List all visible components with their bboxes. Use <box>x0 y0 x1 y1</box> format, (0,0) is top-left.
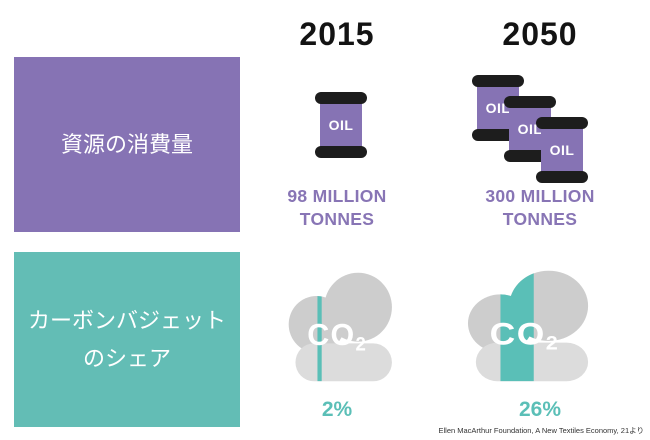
oil-barrel-body: OIL <box>541 123 583 177</box>
co2-label: CO2 <box>307 317 367 354</box>
oil-barrel-cap-bottom <box>315 146 367 158</box>
co2-subscript-text: 2 <box>546 333 560 355</box>
co2-text: CO <box>490 317 546 352</box>
carbon-label-text: カーボンバジェット のシェア <box>27 308 226 371</box>
co2-share-stripe <box>317 272 322 382</box>
resource-value-2050: 300 MILLION TONNES <box>485 186 595 229</box>
oil-barrel-icon: OIL <box>536 117 588 183</box>
resource-label-text: 資源の消費量 <box>60 131 193 157</box>
row-label-resource-consumption: 資源の消費量 <box>14 57 240 232</box>
oil-barrel-body: OIL <box>320 98 362 152</box>
co2-subscript-text: 2 <box>356 333 368 354</box>
oil-barrel-icon: OIL <box>315 92 367 158</box>
oil-barrel-cap-bottom <box>536 171 588 183</box>
oil-barrel-label: OIL <box>517 121 543 137</box>
column-header-2015: 2015 <box>299 16 375 52</box>
oil-barrel-cap-top <box>472 75 524 87</box>
co2-label: CO2 <box>490 317 560 354</box>
oil-barrel-label: OIL <box>328 117 354 133</box>
oil-barrel-label: OIL <box>485 100 511 116</box>
oil-barrel-icon: OIL <box>504 96 556 162</box>
carbon-share-value-2050: 26% <box>518 398 562 421</box>
cloud-puff-main <box>324 272 392 342</box>
row-label-carbon-budget-share: カーボンバジェット のシェア <box>14 252 240 427</box>
oil-barrel-cap-top <box>536 117 588 129</box>
oil-barrel-cap-top <box>315 92 367 104</box>
co2-cloud-icon-2050: CO2 <box>467 270 589 382</box>
source-attribution: Ellen MacArthur Foundation, A New Textil… <box>438 426 644 435</box>
oil-barrel-cap-top <box>504 96 556 108</box>
oil-barrel-stack-icon: OIL OIL OIL <box>472 75 590 185</box>
co2-text: CO <box>307 317 355 352</box>
co2-cloud-icon-2015: CO2 <box>288 272 392 382</box>
oil-barrel-label: OIL <box>549 142 575 158</box>
carbon-share-value-2015: 2% <box>321 398 353 421</box>
resource-value-2015: 98 MILLION TONNES <box>287 186 387 229</box>
column-header-2050: 2050 <box>502 16 578 52</box>
